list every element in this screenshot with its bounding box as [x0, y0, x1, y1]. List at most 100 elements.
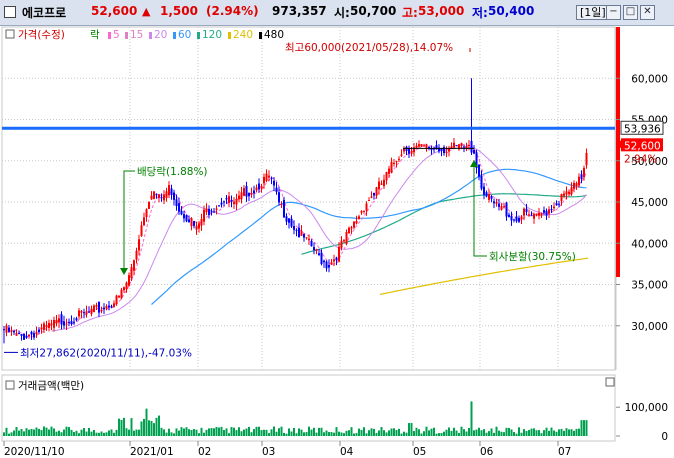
candle-body: [180, 210, 183, 215]
candle-body: [523, 208, 525, 216]
high-label: 고:: [402, 6, 418, 20]
volume-bar: [483, 429, 485, 436]
volume-bar: [75, 430, 78, 436]
candle-body: [105, 306, 108, 309]
candle-body: [140, 225, 143, 236]
volume-bar: [378, 430, 380, 436]
ma120-line: [301, 193, 587, 255]
candle-body: [3, 329, 5, 331]
legend-box-icon[interactable]: [5, 29, 15, 39]
volume-bar: [270, 429, 273, 436]
volume-bar: [580, 420, 583, 436]
candle-body: [268, 175, 270, 178]
volume-bar: [125, 428, 128, 436]
candle-body: [408, 148, 410, 154]
price-change: 1,500: [160, 4, 198, 18]
volume-bar: [30, 428, 33, 436]
volume-bar: [425, 426, 428, 436]
price-markers: 53,936 52,600 2.94%: [616, 120, 664, 165]
legend-ma-swatch-5: [108, 32, 111, 39]
candle-body: [553, 206, 555, 209]
volume-bar: [405, 432, 408, 436]
price-marker-value: 53,936: [624, 123, 661, 135]
volume-bar: [163, 429, 165, 436]
candle-body: [475, 152, 478, 168]
volume-bar: [83, 428, 85, 436]
volume-bar: [5, 427, 8, 436]
current-price-pointer-icon: [616, 140, 621, 149]
volume-legend-box-icon[interactable]: [5, 380, 15, 390]
volume-bar: [68, 427, 70, 436]
volume-bar: [290, 431, 293, 436]
candle-body: [548, 209, 550, 214]
candle-body: [365, 203, 368, 211]
volume-bar: [213, 428, 215, 436]
volume-bar: [548, 430, 550, 436]
candle-body: [255, 187, 258, 191]
candle-body: [33, 333, 35, 338]
close-icon[interactable]: ✕: [640, 5, 655, 20]
candle-body: [450, 146, 453, 149]
volume-bar: [370, 428, 373, 436]
candle-body: [518, 217, 520, 222]
candle-body: [43, 323, 45, 330]
candle-body: [168, 185, 170, 196]
volume-bar: [218, 427, 220, 436]
candle-body: [438, 147, 440, 152]
volume-bar: [445, 429, 448, 436]
volume-bar: [78, 433, 80, 436]
candle-body: [10, 330, 13, 332]
volume-bar: [448, 427, 450, 436]
candle-body: [253, 190, 255, 194]
volume-bar: [263, 429, 265, 436]
candle-body: [83, 312, 85, 314]
current-price-box: [621, 138, 663, 152]
candle-body: [308, 238, 310, 241]
candle-body: [25, 336, 28, 338]
volume-bar: [390, 428, 393, 436]
volume-bar: [63, 429, 65, 436]
volume-bar: [458, 433, 460, 436]
select-checkbox[interactable]: [4, 6, 16, 18]
candle-body: [528, 214, 530, 216]
candle-body: [175, 199, 178, 207]
candle-body: [165, 191, 168, 198]
volume-panel-settings-icon[interactable]: [605, 377, 615, 387]
candle-body: [338, 246, 340, 262]
candle-body: [470, 140, 473, 153]
candle-body: [275, 187, 278, 192]
candle-body: [345, 231, 348, 244]
legend-ma-swatch-240: [228, 32, 231, 39]
volume-bar: [433, 427, 435, 436]
ma60-line: [151, 168, 587, 305]
volume-bar: [480, 430, 483, 436]
time-axis-label: 06: [480, 446, 494, 458]
volume-bar: [128, 429, 130, 436]
candle-body: [193, 221, 195, 226]
candle-body: [448, 148, 450, 152]
volume-bar: [85, 431, 88, 436]
period-selector[interactable]: [1일]: [576, 5, 610, 20]
candle-body: [318, 253, 320, 255]
candlesticks: [3, 78, 588, 344]
candle-body: [278, 192, 280, 203]
minimize-icon[interactable]: −: [606, 5, 621, 20]
high-price: 53,000: [418, 4, 465, 18]
volume-tick-label: 100,000: [625, 402, 668, 414]
candle-body: [543, 210, 545, 213]
candle-body: [520, 216, 523, 220]
volume-bar: [35, 427, 38, 436]
volume-bar: [333, 432, 335, 436]
current-price: 52,600: [91, 4, 138, 18]
price-tick-label: 45,000: [631, 197, 668, 209]
low-price: 50,400: [488, 4, 535, 18]
candle-body: [493, 201, 495, 204]
candle-body: [583, 167, 585, 178]
candle-body: [425, 144, 428, 149]
volume-bar: [545, 427, 548, 436]
maximize-icon[interactable]: □: [623, 5, 638, 20]
volume-bar: [400, 433, 403, 436]
volume-axis: 100,000 0: [616, 402, 668, 443]
candle-body: [563, 193, 565, 196]
